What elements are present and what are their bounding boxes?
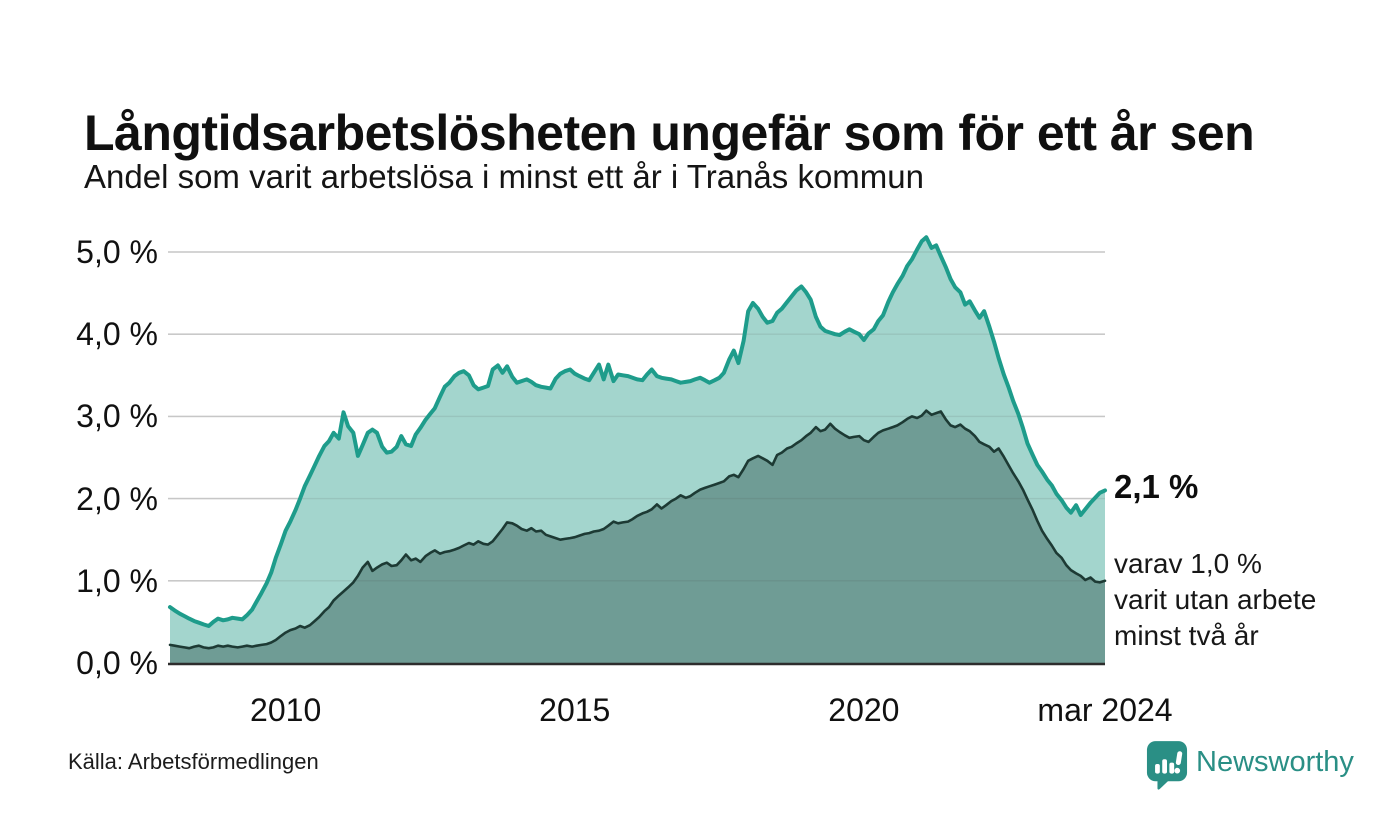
minst-tva-ar-area bbox=[170, 410, 1105, 663]
y-tick-label: 2,0 % bbox=[76, 480, 158, 517]
y-tick-label: 1,0 % bbox=[76, 562, 158, 599]
y-tick-label: 0,0 % bbox=[76, 645, 158, 681]
end-note-line-3: minst två år bbox=[1114, 619, 1259, 651]
y-tick-label: 3,0 % bbox=[76, 398, 158, 435]
minst-ett-ar-area bbox=[170, 237, 1105, 663]
newsworthy-logo: Newsworthy bbox=[1146, 740, 1354, 795]
end-value-label: 2,1 % bbox=[1114, 468, 1199, 506]
chart-subtitle: Andel som varit arbetslösa i minst ett å… bbox=[84, 158, 924, 195]
end-note-line-1: varav 1,0 % bbox=[1114, 548, 1262, 579]
y-tick-label: 5,0 % bbox=[76, 234, 158, 270]
end-note-label: varav 1,0 % varit utan arbete minst två … bbox=[1114, 546, 1316, 653]
x-tick-label: 2015 bbox=[539, 692, 611, 728]
end-note-line-2: varit utan arbete bbox=[1114, 583, 1317, 615]
y-tick-label: 4,0 % bbox=[76, 316, 158, 353]
page-title: Långtidsarbetslösheten ungefär som för e… bbox=[84, 104, 1255, 161]
newsworthy-logo-text: Newsworthy bbox=[1196, 746, 1354, 778]
minst-ett-ar-line bbox=[168, 235, 1107, 628]
x-tick-label: mar 2024 bbox=[1037, 692, 1173, 728]
x-tick-label: 2020 bbox=[828, 692, 900, 728]
newsworthy-logo-icon bbox=[1146, 740, 1188, 795]
x-tick-label: 2010 bbox=[250, 692, 322, 728]
minst-tva-ar-line bbox=[168, 409, 1107, 650]
source-label: Källa: Arbetsförmedlingen bbox=[68, 749, 319, 774]
